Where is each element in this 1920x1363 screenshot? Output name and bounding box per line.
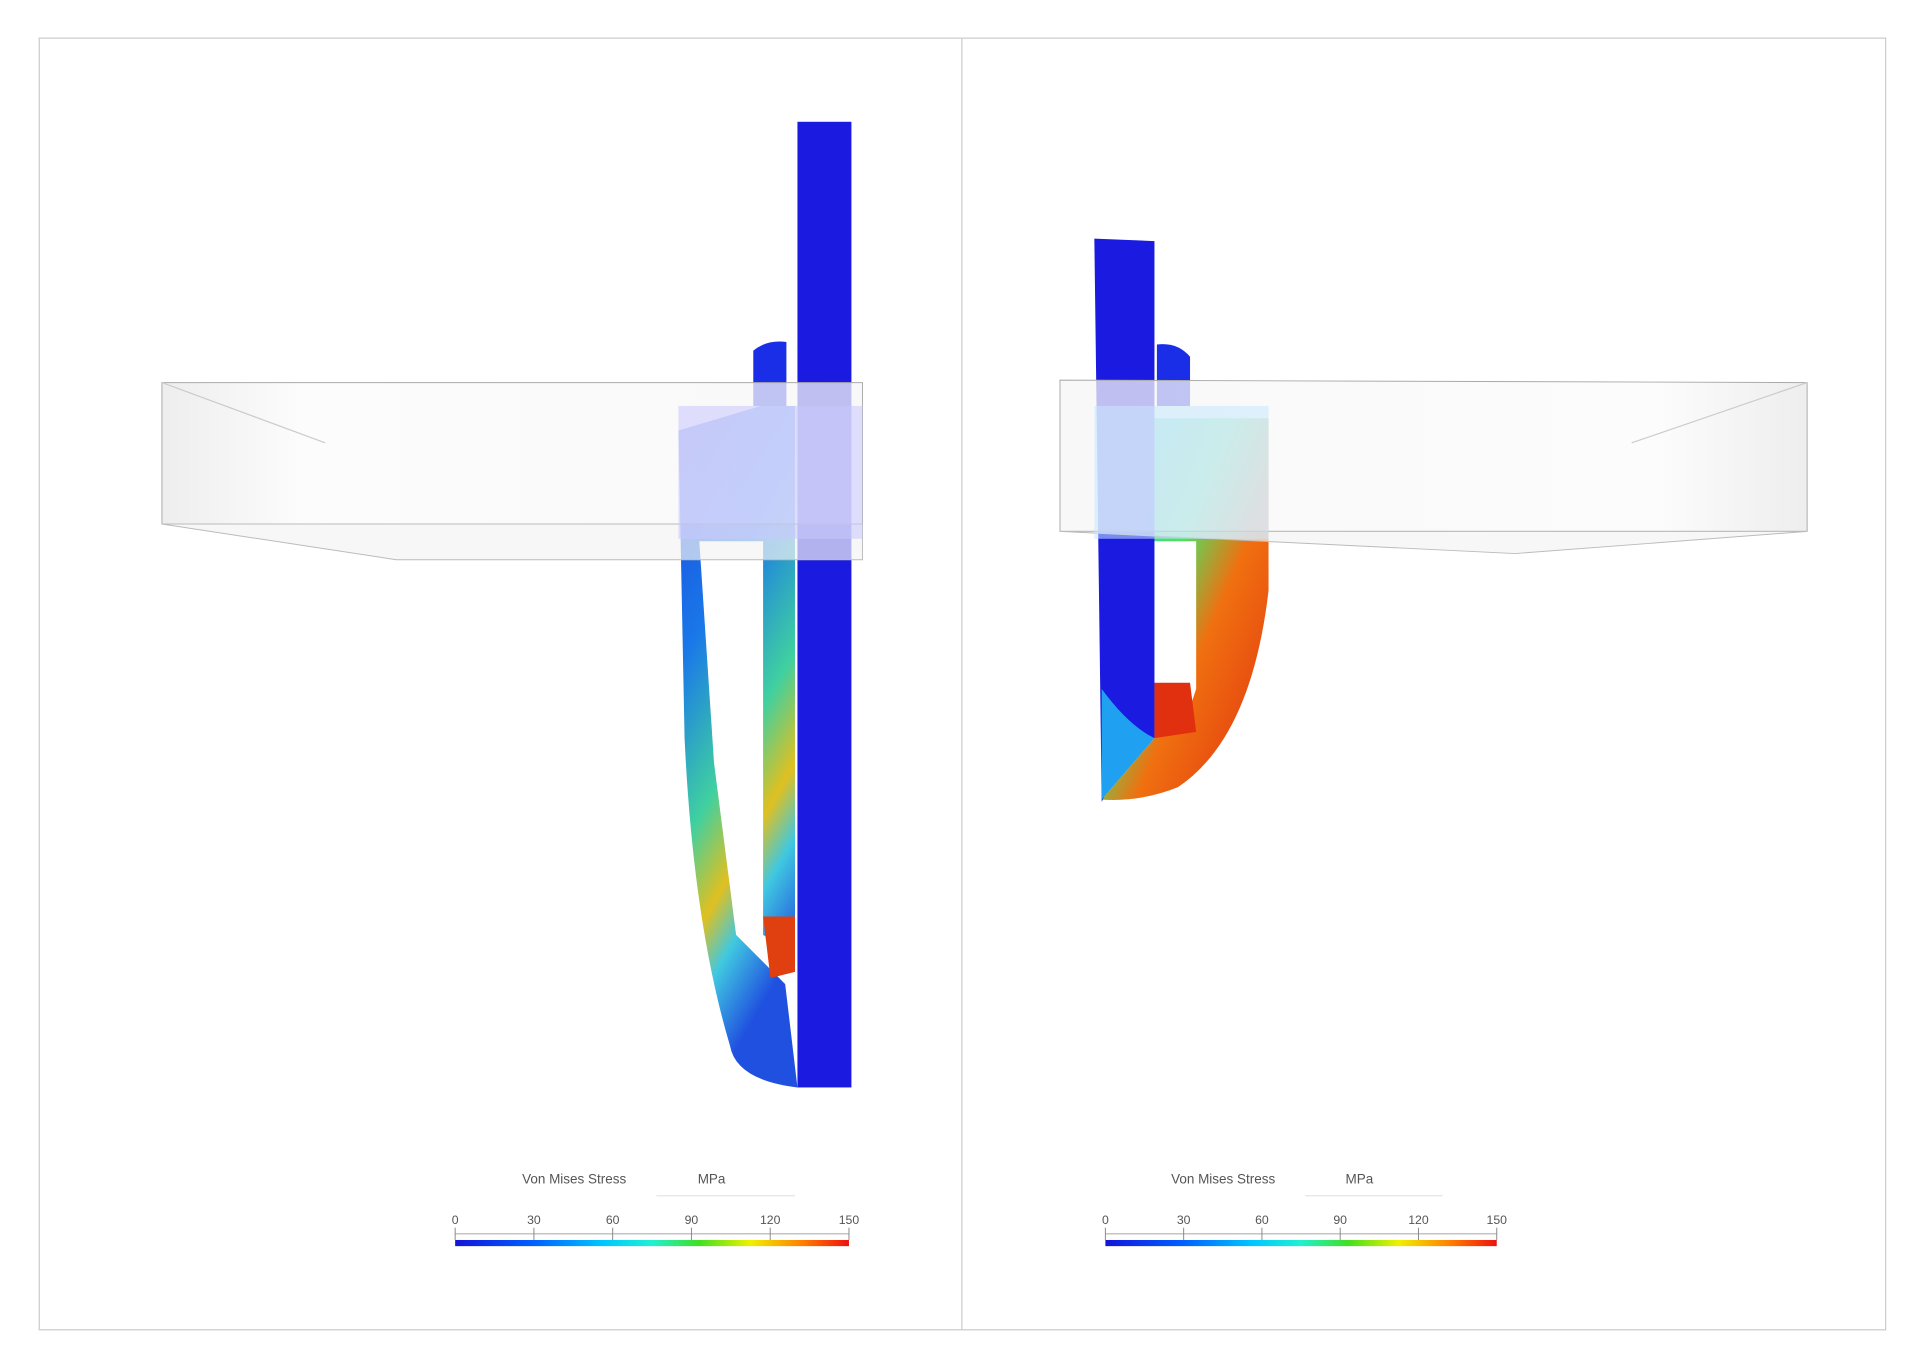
colorbar-tick-label: 30 <box>1177 1213 1191 1227</box>
colorbar-tick-label: 60 <box>1255 1213 1269 1227</box>
colorbar-tick-label: 150 <box>839 1213 860 1227</box>
model-left <box>161 121 863 1088</box>
legend-title: Von Mises Stress <box>1171 1171 1275 1186</box>
colorbar-tick-label: 60 <box>606 1213 620 1227</box>
colorbar-tick-label: 0 <box>1102 1213 1109 1227</box>
legend-unit: MPa <box>1345 1171 1373 1186</box>
colorbar-tick-label: 90 <box>1333 1213 1347 1227</box>
colorbar-tick-label: 90 <box>685 1213 699 1227</box>
colorbar-tick-label: 0 <box>452 1213 459 1227</box>
model-right <box>1059 238 1808 803</box>
colorbar-tick-label: 120 <box>760 1213 781 1227</box>
colorbar-tick-label: 120 <box>1408 1213 1429 1227</box>
colorbar-tick-label: 30 <box>527 1213 541 1227</box>
legends: Von Mises Stress MPa 0 30 60 90 120 150 Von Mise… <box>452 1171 1508 1247</box>
legend-title: Von Mises Stress <box>522 1171 626 1186</box>
legend-unit: MPa <box>698 1171 726 1186</box>
colorbar <box>455 1239 849 1247</box>
colorbar-tick-label: 150 <box>1487 1213 1508 1227</box>
colorbar <box>1105 1239 1497 1247</box>
